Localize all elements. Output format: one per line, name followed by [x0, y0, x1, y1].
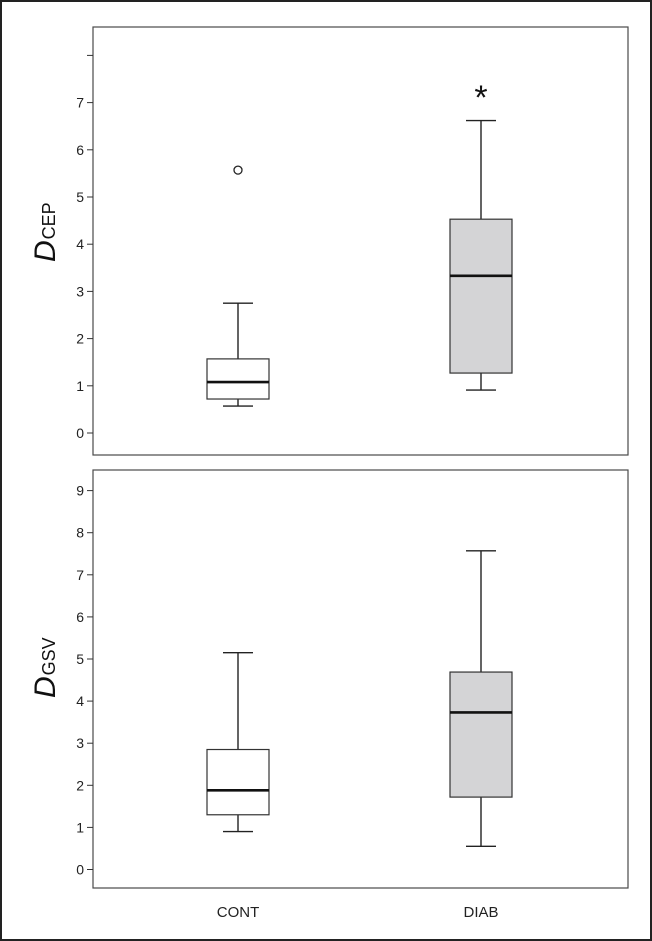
boxes-bottom	[206, 550, 513, 848]
y-axis-label-bottom-sub: GSV	[39, 637, 59, 675]
y-tick-label: 0	[76, 425, 84, 441]
iqr-box	[206, 358, 270, 400]
y-tick-label: 5	[76, 189, 84, 205]
box-cont	[206, 651, 270, 833]
box-diab	[449, 119, 513, 391]
y-ticks-bottom: 0 1 2 3 4 5 6 7 8 9	[76, 483, 93, 878]
outlier-point	[233, 165, 243, 175]
y-tick-label: 3	[76, 283, 84, 299]
boxes-top	[206, 119, 513, 407]
y-tick-label: 2	[76, 777, 84, 793]
annotations-top: *	[474, 79, 487, 117]
chart-panel-top: DCEP 0 1 2 3 4 5 6 7 *	[29, 26, 629, 456]
y-tick-label: 3	[76, 735, 84, 751]
y-tick-label: 4	[76, 236, 84, 252]
x-tick-label-cont: CONT	[217, 904, 260, 921]
y-tick-label: 2	[76, 331, 84, 347]
chart-panel-bottom: DGSV 0 1 2 3 4 5 6 7 8 9	[29, 469, 629, 889]
y-axis-label-top: DCEP	[29, 202, 62, 262]
significance-marker: *	[474, 79, 487, 117]
iqr-box	[206, 748, 270, 816]
y-tick-label: 0	[76, 862, 84, 878]
iqr-box	[449, 218, 513, 374]
y-axis-label-top-sub: CEP	[39, 202, 59, 239]
y-axis-label-bottom: DGSV	[29, 637, 62, 698]
y-axis-label-bottom-main: D	[29, 676, 62, 698]
box-cont	[206, 165, 270, 407]
box-diab	[449, 550, 513, 848]
y-tick-label: 1	[76, 819, 84, 835]
y-tick-label: 1	[76, 378, 84, 394]
svg-text:DGSV: DGSV	[29, 637, 62, 698]
y-tick-label: 9	[76, 483, 84, 499]
y-ticks-top: 0 1 2 3 4 5 6 7	[76, 54, 93, 441]
y-tick-label: 6	[76, 142, 84, 158]
y-tick-label: 5	[76, 651, 84, 667]
y-tick-label: 4	[76, 693, 84, 709]
y-tick-label: 7	[76, 567, 84, 583]
x-tick-label-diab: DIAB	[463, 904, 498, 921]
plot-frame-bottom	[92, 469, 629, 889]
svg-text:DCEP: DCEP	[29, 202, 62, 262]
y-tick-label: 8	[76, 525, 84, 541]
iqr-box	[449, 671, 513, 798]
y-axis-label-top-main: D	[29, 240, 62, 262]
y-tick-label: 7	[76, 95, 84, 111]
plot-frame-top	[92, 26, 629, 456]
y-tick-label: 6	[76, 609, 84, 625]
